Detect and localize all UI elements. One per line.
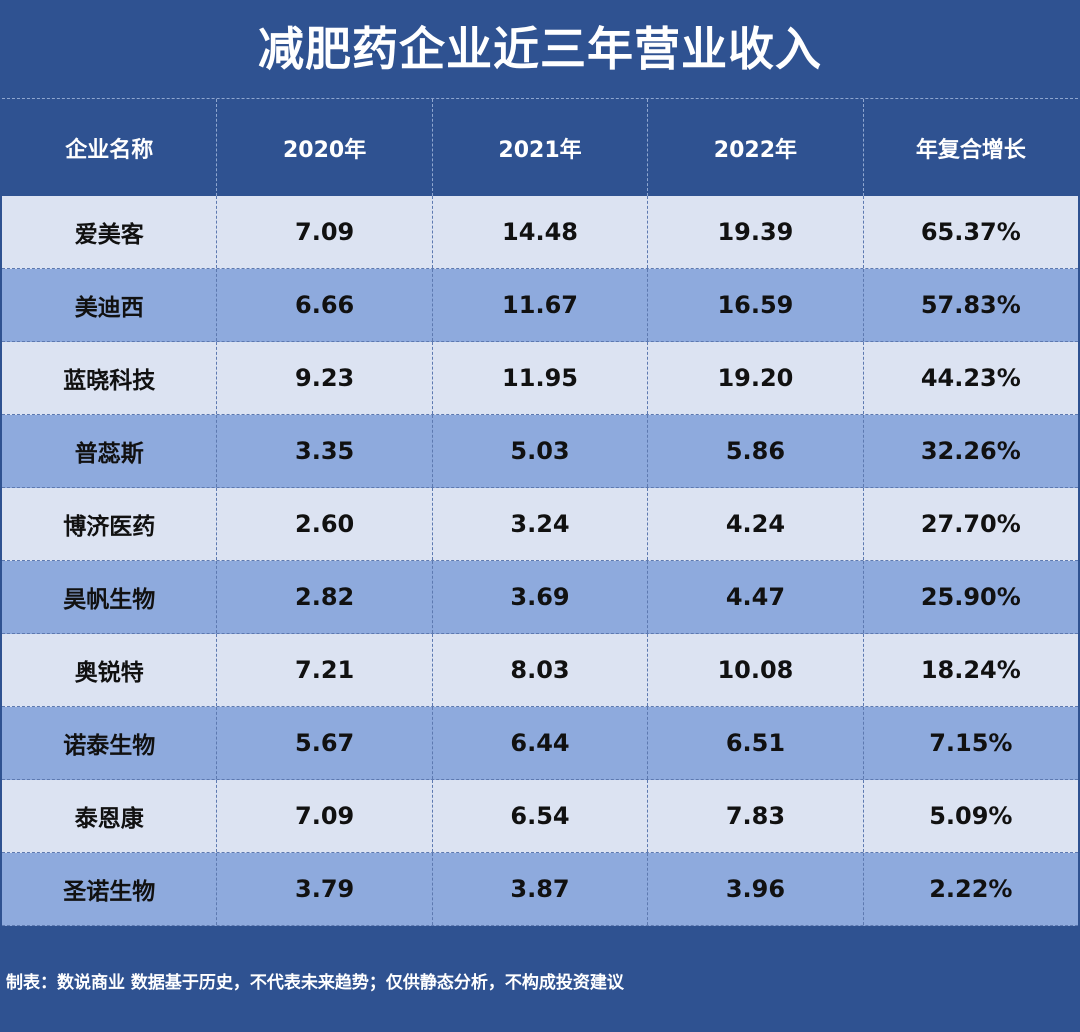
header-cagr: 年复合增长	[915, 137, 1026, 163]
cell-2022: 4.47	[648, 561, 864, 633]
page-title: 减肥药企业近三年营业收入	[258, 22, 822, 76]
cell-company: 美迪西	[2, 269, 218, 341]
table-row: 昊帆生物 2.82 3.69 4.47 25.90%	[2, 561, 1078, 634]
cell-cagr: 65.37%	[920, 218, 1021, 246]
cell-company: 泰恩康	[2, 780, 218, 852]
cell-2021: 11.95	[433, 342, 649, 414]
cell-2021: 6.54	[433, 780, 649, 852]
cell-cagr: 57.83%	[920, 291, 1021, 319]
table-row: 奥锐特 7.21 8.03 10.08 18.24%	[2, 634, 1078, 707]
cell-2021: 8.03	[433, 634, 649, 706]
cell-2022: 4.24	[648, 488, 864, 560]
cell-2021: 14.48	[433, 196, 649, 268]
table-row: 诺泰生物 5.67 6.44 6.51 7.15%	[2, 707, 1078, 780]
header-2022: 2022年	[648, 99, 864, 196]
cell-2022: 19.39	[648, 196, 864, 268]
cell-2022: 5.86	[648, 415, 864, 487]
cell-cagr: 18.24%	[920, 656, 1021, 684]
cell-2021: 3.24	[433, 488, 649, 560]
cell-company: 昊帆生物	[2, 561, 218, 633]
cell-2021: 5.03	[433, 415, 649, 487]
cell-company: 蓝晓科技	[2, 342, 218, 414]
table-row: 博济医药 2.60 3.24 4.24 27.70%	[2, 488, 1078, 561]
cell-company: 博济医药	[2, 488, 218, 560]
table-body: 爱美客 7.09 14.48 19.39 65.37% 美迪西 6.66 11.67 16.59…	[2, 196, 1078, 926]
cell-cagr: 32.26%	[920, 437, 1021, 465]
cell-2022: 7.83	[648, 780, 864, 852]
cell-2020: 9.23	[217, 342, 433, 414]
cell-2020: 7.09	[217, 780, 433, 852]
cell-company: 普蕊斯	[2, 415, 218, 487]
table-header-row: 企业名称 2020年 2021年 2022年 年复合增长	[2, 99, 1078, 196]
table-row: 泰恩康 7.09 6.54 7.83 5.09%	[2, 780, 1078, 853]
cell-2022: 3.96	[648, 853, 864, 925]
header-2020: 2020年	[217, 99, 433, 196]
cell-cagr: 44.23%	[920, 364, 1021, 392]
cell-cagr: 27.70%	[920, 510, 1021, 538]
cell-2022: 6.51	[648, 707, 864, 779]
cell-cagr: 25.90%	[920, 583, 1021, 611]
table-row: 普蕊斯 3.35 5.03 5.86 32.26%	[2, 415, 1078, 488]
revenue-table: 企业名称 2020年 2021年 2022年 年复合增长 爱美客 7.09 14.4…	[2, 98, 1078, 926]
cell-company: 诺泰生物	[2, 707, 218, 779]
cell-cagr: 7.15%	[929, 729, 1013, 757]
header-2021: 2021年	[433, 99, 649, 196]
cell-2020: 2.60	[217, 488, 433, 560]
table-row: 爱美客 7.09 14.48 19.39 65.37%	[2, 196, 1078, 269]
cell-2021: 3.87	[433, 853, 649, 925]
cell-cagr: 5.09%	[929, 802, 1013, 830]
cell-2020: 7.09	[217, 196, 433, 268]
cell-company: 奥锐特	[2, 634, 218, 706]
cell-2022: 19.20	[648, 342, 864, 414]
cell-2022: 16.59	[648, 269, 864, 341]
cell-2020: 5.67	[217, 707, 433, 779]
cell-2020: 6.66	[217, 269, 433, 341]
footer-note: 制表：数说商业 数据基于历史，不代表未来趋势；仅供静态分析，不构成投资建议	[6, 973, 624, 993]
cell-cagr: 2.22%	[929, 875, 1013, 903]
cell-2021: 6.44	[433, 707, 649, 779]
cell-2022: 10.08	[648, 634, 864, 706]
table-row: 圣诺生物 3.79 3.87 3.96 2.22%	[2, 853, 1078, 926]
header-company: 企业名称	[2, 99, 218, 196]
cell-2020: 3.35	[217, 415, 433, 487]
cell-2020: 3.79	[217, 853, 433, 925]
cell-2021: 3.69	[433, 561, 649, 633]
cell-2020: 7.21	[217, 634, 433, 706]
cell-company: 圣诺生物	[2, 853, 218, 925]
cell-2021: 11.67	[433, 269, 649, 341]
table-row: 美迪西 6.66 11.67 16.59 57.83%	[2, 269, 1078, 342]
table-row: 蓝晓科技 9.23 11.95 19.20 44.23%	[2, 342, 1078, 415]
cell-company: 爱美客	[2, 196, 218, 268]
cell-2020: 2.82	[217, 561, 433, 633]
